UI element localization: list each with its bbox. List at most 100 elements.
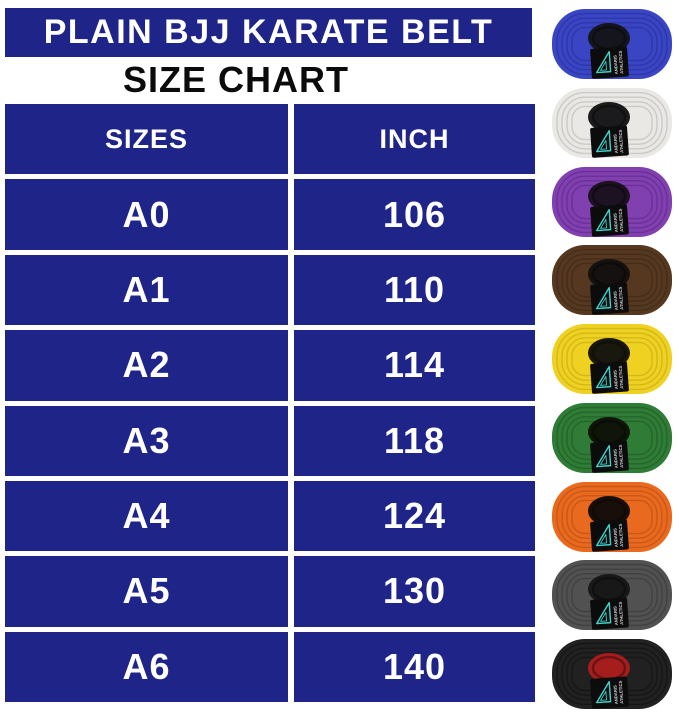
belt-color-column: ANDARIS ATHLETICS ANDARIS ATHLETICS ANDA… bbox=[545, 7, 679, 711]
orange-belt-image: ANDARIS ATHLETICS bbox=[552, 481, 672, 552]
brand-tag: ANDARIS ATHLETICS bbox=[590, 440, 629, 473]
table-row: A0 106 bbox=[5, 179, 535, 250]
size-cell: A3 bbox=[5, 405, 288, 476]
size-cell: A2 bbox=[5, 330, 288, 401]
belt-roll-core bbox=[588, 653, 630, 683]
gray-belt-image: ANDARIS ATHLETICS bbox=[552, 560, 672, 631]
brand-tag-text-line1: ANDARIS bbox=[612, 134, 618, 154]
yellow-belt: ANDARIS ATHLETICS bbox=[545, 322, 679, 396]
triangle-icon-inner bbox=[600, 454, 607, 465]
table-row: A5 130 bbox=[5, 556, 535, 627]
inch-cell: 118 bbox=[293, 405, 535, 476]
triangle-icon-inner bbox=[600, 60, 607, 71]
black-belt-image: ANDARIS ATHLETICS bbox=[552, 639, 672, 709]
belt-roll-core bbox=[588, 259, 630, 290]
column-header-inch: INCH bbox=[293, 104, 535, 175]
triangle-icon-inner bbox=[600, 612, 607, 623]
size-table-header-row: SIZES INCH bbox=[5, 104, 535, 175]
brand-tag: ANDARIS ATHLETICS bbox=[590, 46, 629, 79]
belt-roll-core bbox=[588, 338, 630, 368]
inch-cell: 124 bbox=[293, 480, 535, 552]
brand-tag: ANDARIS ATHLETICS bbox=[590, 282, 629, 316]
brand-tag-text-line2: ATHLETICS bbox=[618, 523, 625, 547]
brand-tag-text-line2: ATHLETICS bbox=[618, 365, 625, 389]
triangle-icon bbox=[595, 680, 612, 704]
brand-tag-text-line1: ANDARIS bbox=[612, 55, 618, 75]
brand-tag-text-line1: ANDARIS bbox=[612, 212, 618, 232]
table-row: A3 118 bbox=[5, 405, 535, 476]
brand-tag-text-line2: ATHLETICS bbox=[618, 444, 625, 468]
title-banner: PLAIN BJJ KARATE BELT bbox=[5, 8, 532, 57]
brown-belt-image: ANDARIS ATHLETICS bbox=[552, 245, 672, 316]
triangle-icon bbox=[595, 287, 612, 310]
size-chart-heading: SIZE CHART bbox=[123, 59, 349, 100]
size-cell: A0 bbox=[5, 179, 288, 250]
size-cell: A6 bbox=[5, 631, 288, 702]
belt-roll-core bbox=[588, 101, 630, 132]
table-row: A2 114 bbox=[5, 330, 535, 401]
green-belt-image: ANDARIS ATHLETICS bbox=[552, 402, 672, 473]
belt-roll-core bbox=[588, 180, 630, 211]
brand-tag: ANDARIS ATHLETICS bbox=[590, 204, 629, 237]
triangle-icon bbox=[595, 523, 612, 546]
table-row: A6 140 bbox=[5, 631, 535, 702]
triangle-icon bbox=[595, 365, 612, 389]
belt-roll-core bbox=[588, 574, 630, 605]
brand-tag: ANDARIS ATHLETICS bbox=[590, 361, 629, 394]
triangle-icon-inner bbox=[600, 533, 607, 544]
purple-belt: ANDARIS ATHLETICS bbox=[545, 165, 679, 239]
triangle-icon-inner bbox=[600, 218, 607, 229]
triangle-icon bbox=[595, 208, 612, 231]
brand-tag-text-line1: ANDARIS bbox=[612, 606, 618, 626]
inch-cell: 110 bbox=[293, 254, 535, 326]
triangle-icon-inner bbox=[600, 375, 607, 386]
size-cell: A4 bbox=[5, 480, 288, 552]
blue-belt-image: ANDARIS ATHLETICS bbox=[552, 9, 672, 79]
yellow-belt-image: ANDARIS ATHLETICS bbox=[552, 324, 672, 394]
brand-tag-text-line1: ANDARIS bbox=[612, 527, 618, 547]
brand-tag-text-line1: ANDARIS bbox=[612, 370, 618, 390]
brand-tag-text-line1: ANDARIS bbox=[612, 685, 618, 705]
table-row: A1 110 bbox=[5, 254, 535, 326]
brand-tag-text-line2: ATHLETICS bbox=[618, 208, 625, 232]
size-table: SIZES INCH A0 106 A1 110 A2 114 A3 118 A4 124 A5 130 A… bbox=[5, 104, 535, 702]
inch-cell: 106 bbox=[293, 179, 535, 250]
green-belt: ANDARIS ATHLETICS bbox=[545, 401, 679, 475]
page-title: PLAIN BJJ KARATE BELT bbox=[43, 13, 494, 51]
brand-tag: ANDARIS ATHLETICS bbox=[590, 519, 629, 552]
brown-belt: ANDARIS ATHLETICS bbox=[545, 243, 679, 317]
column-header-sizes: SIZES bbox=[5, 104, 288, 175]
brand-tag-text-line2: ATHLETICS bbox=[618, 129, 625, 153]
triangle-icon-inner bbox=[600, 297, 607, 308]
white-belt: ANDARIS ATHLETICS bbox=[545, 86, 679, 160]
belt-roll-core bbox=[588, 495, 630, 526]
brand-tag-text-line1: ANDARIS bbox=[612, 291, 618, 311]
size-cell: A5 bbox=[5, 556, 288, 627]
size-cell: A1 bbox=[5, 254, 288, 326]
inch-cell: 114 bbox=[293, 330, 535, 401]
black-belt: ANDARIS ATHLETICS bbox=[545, 637, 679, 711]
triangle-icon-inner bbox=[600, 690, 607, 701]
brand-tag-text-line1: ANDARIS bbox=[612, 449, 618, 469]
belt-roll-core bbox=[588, 416, 630, 447]
orange-belt: ANDARIS ATHLETICS bbox=[545, 480, 679, 554]
brand-tag-text-line2: ATHLETICS bbox=[618, 680, 625, 704]
brand-tag-text-line2: ATHLETICS bbox=[618, 602, 625, 626]
triangle-icon bbox=[595, 50, 612, 74]
blue-belt: ANDARIS ATHLETICS bbox=[545, 7, 679, 81]
inch-cell: 140 bbox=[293, 631, 535, 702]
triangle-icon-inner bbox=[600, 139, 607, 150]
white-belt-image: ANDARIS ATHLETICS bbox=[552, 87, 672, 158]
table-row: A4 124 bbox=[5, 480, 535, 552]
belt-roll-core bbox=[588, 23, 630, 53]
inch-cell: 130 bbox=[293, 556, 535, 627]
brand-tag: ANDARIS ATHLETICS bbox=[590, 125, 629, 158]
brand-tag-text-line2: ATHLETICS bbox=[618, 287, 625, 311]
brand-tag: ANDARIS ATHLETICS bbox=[590, 676, 629, 709]
gray-belt: ANDARIS ATHLETICS bbox=[545, 558, 679, 632]
brand-tag: ANDARIS ATHLETICS bbox=[590, 597, 629, 631]
brand-tag-text-line2: ATHLETICS bbox=[618, 50, 625, 74]
triangle-icon bbox=[595, 602, 612, 625]
triangle-icon bbox=[595, 129, 612, 153]
